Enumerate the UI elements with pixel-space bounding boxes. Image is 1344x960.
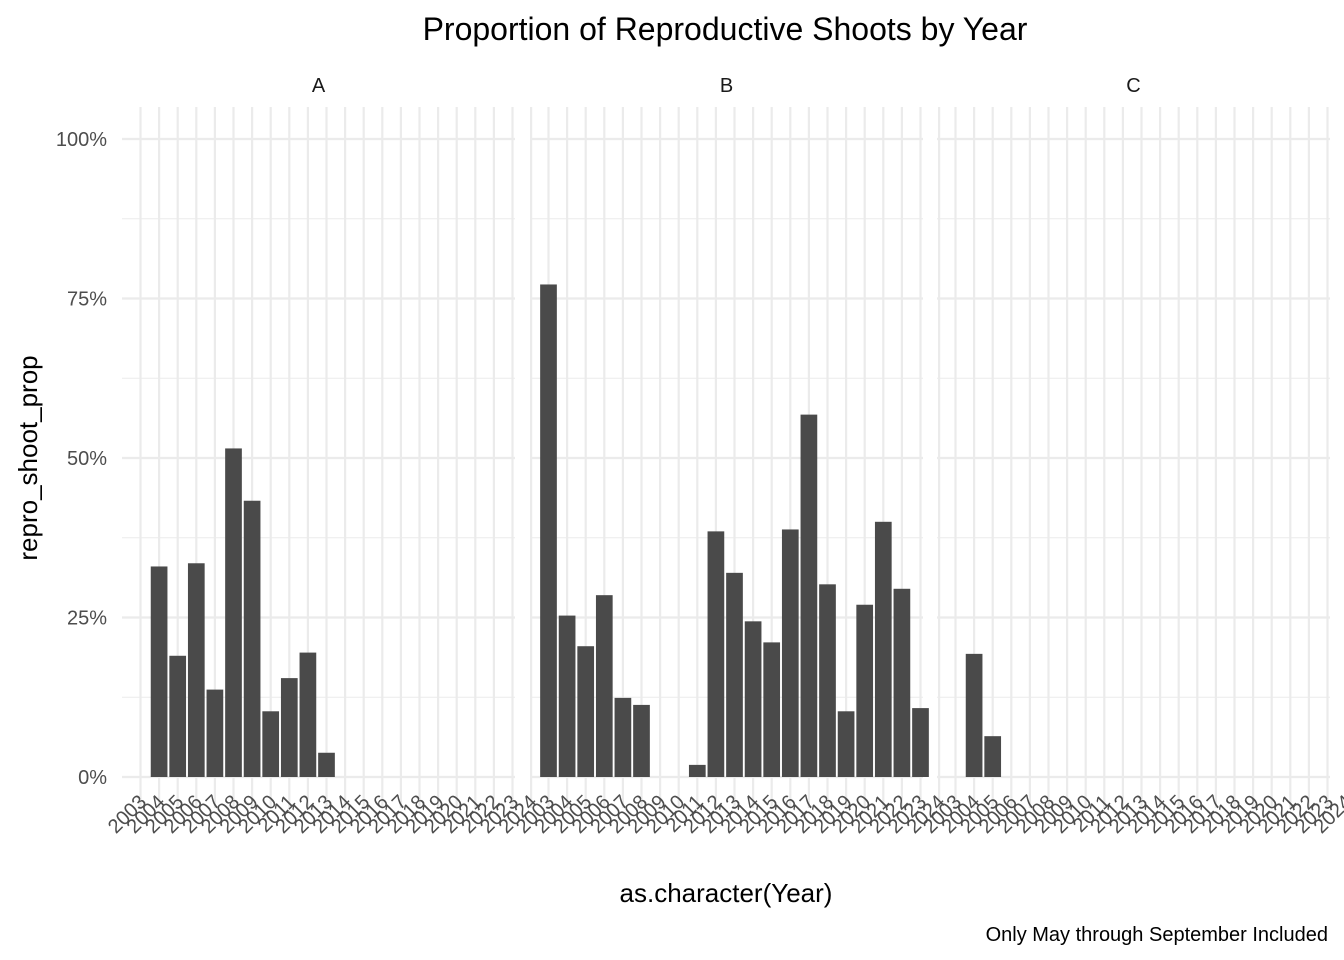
bar-b-2003: [540, 284, 557, 777]
y-axis: 0% 25% 50% 75% 100%: [56, 129, 107, 789]
facet-strip-label: B: [720, 75, 733, 97]
bar-b-2023: [912, 708, 929, 777]
bar-a-2009: [243, 500, 261, 777]
y-axis-title: repro_shoot_prop: [13, 355, 43, 560]
bar-b-2013: [726, 572, 743, 777]
facet-panel-c: C200320042005200620072008200920102011201…: [919, 75, 1344, 838]
bar-a-2007: [206, 689, 224, 777]
bar-a-2008: [225, 448, 242, 777]
bar-b-2016: [781, 529, 799, 777]
facet-panel-a: A200320042005200620072008200920102011201…: [104, 75, 542, 838]
bar-b-2006: [595, 595, 613, 777]
y-tick-label: 25%: [67, 608, 107, 630]
bar-a-2010: [262, 711, 280, 777]
chart-caption: Only May through September Included: [986, 924, 1328, 946]
bar-b-2007: [614, 697, 632, 777]
facet-strip-label: C: [1126, 75, 1140, 97]
bar-b-2021: [874, 521, 892, 777]
bar-c-2005: [984, 736, 1002, 777]
y-tick-label: 100%: [56, 129, 107, 151]
bar-b-2004: [558, 615, 576, 777]
bar-b-2019: [837, 711, 855, 777]
bar-a-2013: [318, 752, 335, 777]
bar-b-2012: [707, 531, 725, 777]
bar-b-2015: [763, 642, 781, 777]
bar-a-2006: [187, 563, 205, 777]
bar-a-2005: [169, 655, 187, 777]
bar-a-2012: [299, 652, 317, 777]
facet-panel-b: B200320042005200620072008200920102011201…: [512, 75, 950, 838]
bar-b-2017: [800, 414, 818, 777]
bar-a-2011: [280, 678, 298, 777]
bar-b-2005: [577, 646, 595, 777]
x-axis-title: as.character(Year): [620, 878, 833, 908]
bar-b-2011: [688, 764, 706, 777]
bar-b-2018: [819, 584, 836, 777]
facet-panels: A200320042005200620072008200920102011201…: [104, 75, 1344, 838]
facet-strip-label: A: [312, 75, 326, 97]
bar-c-2004: [965, 653, 983, 777]
bar-b-2022: [893, 588, 911, 777]
bar-a-2004: [150, 566, 168, 777]
bar-b-2020: [856, 604, 874, 777]
chart-title: Proportion of Reproductive Shoots by Yea…: [423, 11, 1028, 47]
y-tick-label: 50%: [67, 448, 107, 470]
bar-b-2014: [744, 621, 762, 777]
y-tick-label: 75%: [67, 289, 107, 311]
y-tick-label: 0%: [78, 767, 107, 789]
bar-b-2008: [633, 704, 650, 777]
